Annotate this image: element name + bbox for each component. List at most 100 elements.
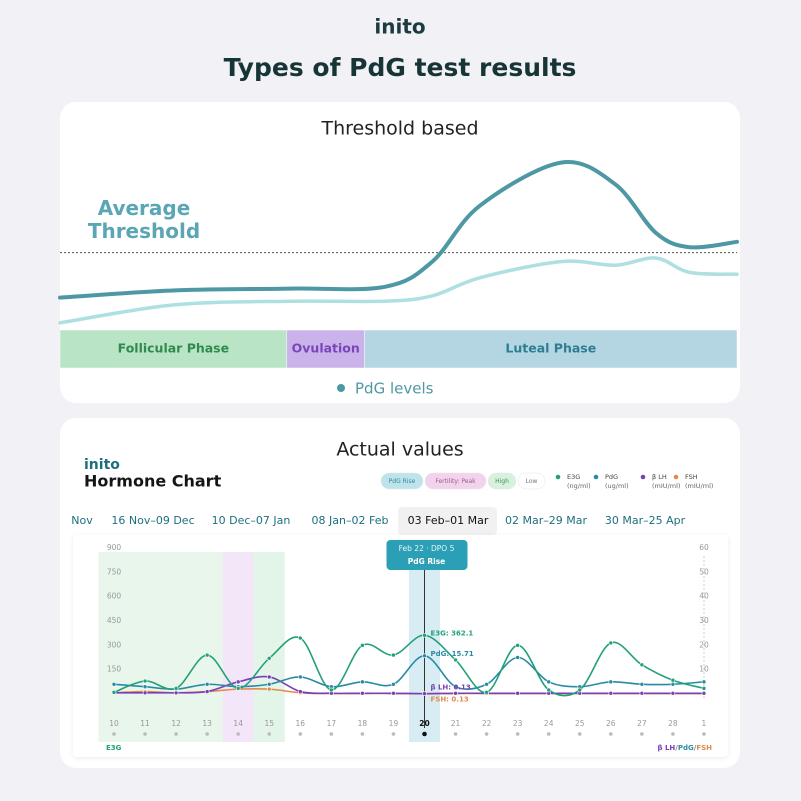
point [453,657,458,663]
point [639,681,645,687]
page-title: Types of PdG test results [224,53,577,82]
point [639,690,645,696]
badge [380,472,424,490]
point [297,674,303,680]
tab[interactable]: 08 Jan–02 Feb [312,514,389,527]
legend-marker [673,474,679,480]
day-dot[interactable] [484,732,489,736]
point [422,691,427,696]
point [266,656,272,661]
axis-note-part: / [675,744,678,752]
day-dot[interactable] [640,732,644,736]
point [297,689,303,694]
day-dot[interactable] [298,732,303,736]
point [484,681,489,687]
badge [487,472,517,490]
x-tick-label: 24 [544,719,554,728]
legend-marker [640,474,646,480]
tab[interactable]: 16 Nov–09 Dec [111,514,194,527]
line-series [113,634,705,697]
axis-note-part: β LH [658,744,676,752]
legend-marker [555,474,561,480]
point [639,662,645,668]
day-dot[interactable] [329,732,334,736]
day-dot[interactable] [236,732,240,736]
point [515,655,520,660]
day-dot[interactable] [671,732,675,736]
tab[interactable]: 30 Mar–25 Apr [605,514,686,527]
point [515,643,520,648]
y-tick-label: 450 [107,616,122,625]
day-dot[interactable] [609,732,613,736]
tab[interactable]: 02 Mar–29 Mar [505,514,587,527]
point [670,681,676,687]
day-dot[interactable] [143,732,147,736]
point [422,632,427,638]
point [266,681,272,687]
day-dot[interactable] [515,732,520,736]
point [608,690,614,696]
axis-note: β LH/PdG/FSH [658,744,713,752]
highlight-band [222,552,254,742]
x-tick-label: 26 [606,719,616,728]
point [670,690,676,696]
x-tick-label: 12 [171,719,181,728]
day-dot[interactable] [174,732,178,736]
axis-note-part: FSH [696,744,712,752]
phase-band [364,329,738,369]
point [391,652,396,658]
day-dot[interactable] [577,732,582,736]
point [111,681,117,687]
y-tick-label: 150 [107,665,122,674]
highlight-band [98,552,223,742]
line-series [113,654,705,691]
point [204,689,210,694]
badge-label: Fertility: Peak [435,478,476,485]
day-dot[interactable] [112,732,116,736]
x-tick-label: 1 [702,719,707,728]
day-dot[interactable] [422,731,427,737]
legend-unit: (ng/ml) [567,482,591,490]
legend-label: β LH [652,473,667,481]
callout: FSH: 0.13 [431,696,469,704]
point [608,640,614,646]
x-tick-label: 17 [327,719,337,728]
point [204,681,210,687]
legend-label: FSH [685,473,698,481]
x-tick-label: 13 [202,719,212,728]
badge [517,472,546,490]
phase-label: Follicular Phase [118,341,229,356]
tab[interactable]: 03 Feb–01 Mar [408,514,489,527]
callout: PdG: 15.71 [431,650,474,658]
day-dot[interactable] [205,732,209,736]
x-tick-label: 14 [233,719,243,728]
y2-tick-label: 50 [699,567,709,576]
day-dot[interactable] [267,732,272,736]
tab[interactable]: 10 Dec–07 Jan [212,514,291,527]
callout: β LH: 0.13 [431,684,471,692]
annotation: Average Threshold [88,196,200,243]
tab[interactable]: Nov [71,514,93,527]
logo: inito [374,15,425,39]
day-dot[interactable] [453,732,458,736]
tab-active-bg [398,507,497,535]
phase-band [59,329,288,369]
x-tick-label: 22 [482,719,492,728]
badge [424,472,487,490]
day-dot[interactable] [360,732,365,736]
phase-band [286,329,365,369]
phase-label: Luteal Phase [505,341,596,356]
legend-label: PdG levels [355,380,434,398]
day-dot[interactable] [702,732,706,736]
legend-marker [337,384,345,392]
badge-label: High [495,478,509,485]
point [297,635,303,641]
brand: inito [84,457,120,473]
point [453,684,458,690]
point [701,679,707,685]
day-dot[interactable] [391,732,396,736]
day-dot[interactable] [546,732,551,736]
point [235,686,241,691]
tooltip-box [386,540,468,570]
x-tick-label: 25 [575,719,585,728]
